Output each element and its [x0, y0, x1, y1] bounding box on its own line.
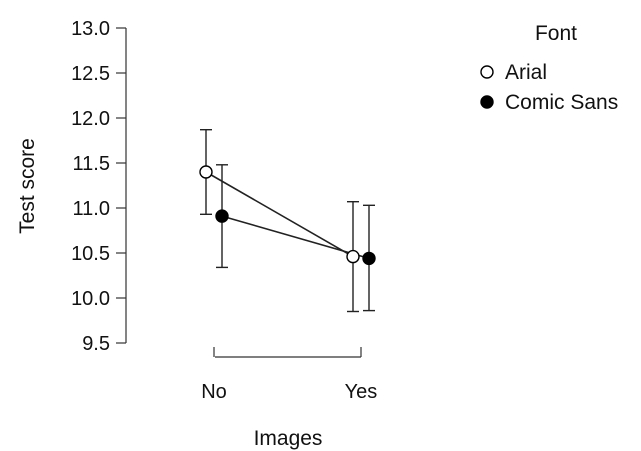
legend-layer: Font Arial Comic Sans — [480, 22, 618, 114]
legend-marker-1 — [480, 95, 494, 109]
legend-marker-0 — [480, 65, 494, 79]
series-layer — [199, 128, 376, 313]
y-tick-label-4: 11.5 — [73, 153, 110, 175]
x-tick-label-0: No — [201, 381, 227, 403]
legend-title: Font — [535, 22, 577, 45]
axes-layer: 9.5 10.0 10.5 11.0 11.5 12.0 12.5 13.0 No Yes Imag… — [16, 18, 377, 450]
series-line-1 — [221, 215, 370, 260]
legend-label-0: Arial — [505, 61, 547, 84]
data-point-0-0 — [199, 165, 213, 179]
data-point-1-0 — [215, 209, 229, 223]
y-tick-label-7: 13.0 — [71, 18, 110, 40]
y-tick-label-3: 11.0 — [73, 198, 110, 220]
y-tick-label-2: 10.5 — [71, 243, 110, 265]
y-tick-label-5: 12.0 — [71, 108, 110, 130]
y-axis-label: Test score — [16, 138, 39, 234]
data-point-1-1 — [362, 251, 376, 266]
data-point-0-1 — [346, 249, 360, 264]
y-tick-label-6: 12.5 — [71, 63, 110, 85]
y-tick-label-1: 10.0 — [71, 288, 110, 310]
y-tick-label-0: 9.5 — [82, 333, 110, 355]
series-line-0 — [205, 171, 354, 258]
legend-label-1: Comic Sans — [505, 91, 618, 114]
x-axis-label: Images — [254, 427, 323, 450]
x-tick-label-1: Yes — [345, 381, 378, 403]
